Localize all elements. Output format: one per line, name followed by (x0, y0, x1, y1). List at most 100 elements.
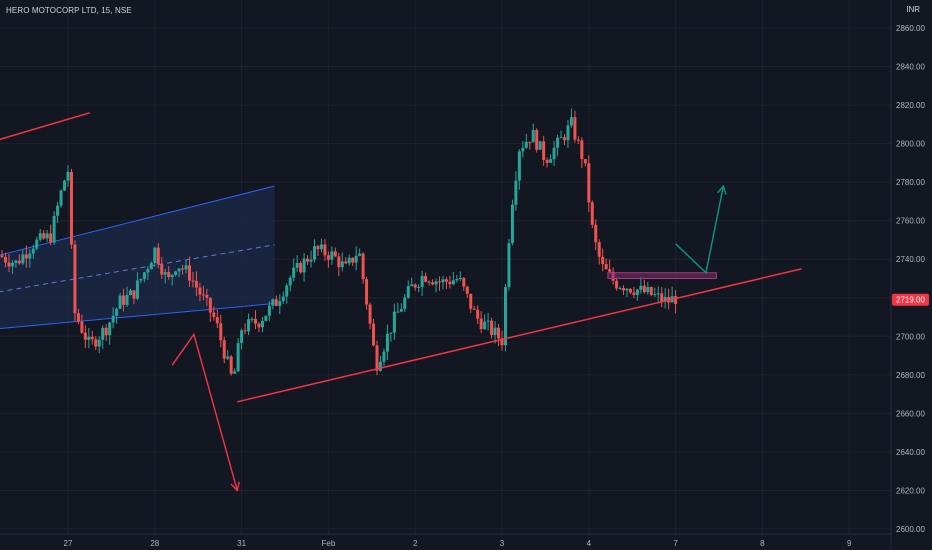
candle-body (569, 117, 573, 126)
candle-body (177, 268, 181, 272)
candle-body (656, 293, 660, 295)
price-tick-label: 2600.00 (896, 525, 925, 534)
candle-body (608, 269, 612, 272)
candle-body (663, 296, 667, 302)
candle-body (424, 275, 428, 282)
candle-body (497, 327, 501, 339)
candle-body (316, 246, 320, 250)
candle-body (278, 301, 282, 306)
candle-body (28, 253, 32, 259)
candle-body (247, 319, 251, 332)
candle-body (52, 215, 56, 243)
candle-body (618, 288, 622, 290)
candle-body (490, 320, 494, 336)
candle-body (347, 257, 351, 264)
candle-body (455, 278, 459, 281)
candle-body (524, 141, 528, 148)
last-price-badge (892, 293, 929, 306)
price-tick-label: 2700.00 (896, 332, 925, 341)
candle-body (257, 323, 261, 328)
candle-body (281, 296, 285, 302)
candle-body (7, 262, 11, 267)
candle-body (417, 286, 421, 288)
candle-body (170, 274, 174, 278)
candle-body (125, 295, 129, 305)
candle-body (507, 243, 511, 288)
currency-label: INR (906, 5, 920, 14)
candle-body (215, 316, 219, 324)
candle-body (559, 137, 563, 139)
candle-body (260, 320, 264, 328)
candle-body (434, 281, 438, 285)
price-tick-label: 2620.00 (896, 486, 925, 495)
candle-body (580, 140, 584, 160)
candle-body (594, 224, 598, 243)
time-tick-label: 9 (847, 539, 852, 548)
price-axis (891, 0, 932, 550)
candle-body (226, 356, 230, 359)
trendline (0, 112, 90, 141)
candle-body (146, 269, 150, 273)
candle-body (660, 293, 664, 302)
candle-body (160, 264, 164, 275)
candle-body (80, 321, 84, 333)
candle-body (94, 339, 98, 347)
candle-body (392, 311, 396, 333)
candle-body (590, 202, 594, 225)
candle-body (396, 311, 400, 313)
candle-body (556, 137, 560, 148)
candle-body (465, 286, 469, 294)
candle-body (229, 356, 233, 374)
projection-down-arrow (171, 332, 238, 491)
candle-body (21, 254, 25, 264)
candle-body (458, 278, 462, 280)
candle-body (115, 308, 119, 316)
projection-up-arrow-arrowhead (717, 184, 727, 195)
trendline (237, 268, 802, 403)
candle-body (674, 296, 678, 304)
candle-body (340, 261, 344, 268)
candle-body (153, 247, 157, 263)
candle-body (493, 327, 497, 336)
candle-body (438, 281, 442, 283)
candle-body (326, 255, 330, 260)
candle-body (59, 190, 63, 206)
candle-body (101, 327, 105, 340)
candle-body (500, 338, 504, 346)
projection-up-arrow (675, 185, 725, 275)
candle-body (542, 141, 546, 160)
candle-body (222, 340, 226, 359)
candle-body (528, 141, 532, 143)
candle-body (479, 318, 483, 330)
candle-body (271, 299, 275, 306)
candle-body (615, 280, 619, 289)
candle-body (420, 275, 424, 287)
candle-body (149, 262, 153, 270)
time-tick-label: 8 (760, 539, 765, 548)
candle-body (476, 309, 480, 319)
candle-body (111, 315, 115, 323)
candle-body (38, 233, 42, 240)
candle-body (583, 159, 587, 164)
channel-mid-line (0, 244, 275, 293)
candle-body (330, 251, 334, 260)
candle-body (441, 279, 445, 283)
candle-body (4, 257, 8, 263)
candle-body (198, 287, 202, 295)
candle-body (517, 151, 521, 181)
time-tick-label: 27 (64, 539, 73, 548)
candle-body (191, 280, 195, 282)
candle-body (372, 323, 376, 346)
candle-body (66, 171, 70, 181)
candle-body (472, 308, 476, 310)
candle-body (337, 256, 341, 268)
candle-body (601, 256, 605, 265)
candle-body (122, 295, 126, 305)
candle-body (205, 294, 209, 298)
candle-body (444, 279, 448, 282)
candle-body (174, 271, 178, 275)
price-tick-label: 2680.00 (896, 371, 925, 380)
candle-body (628, 288, 632, 293)
candle-body (632, 292, 636, 295)
